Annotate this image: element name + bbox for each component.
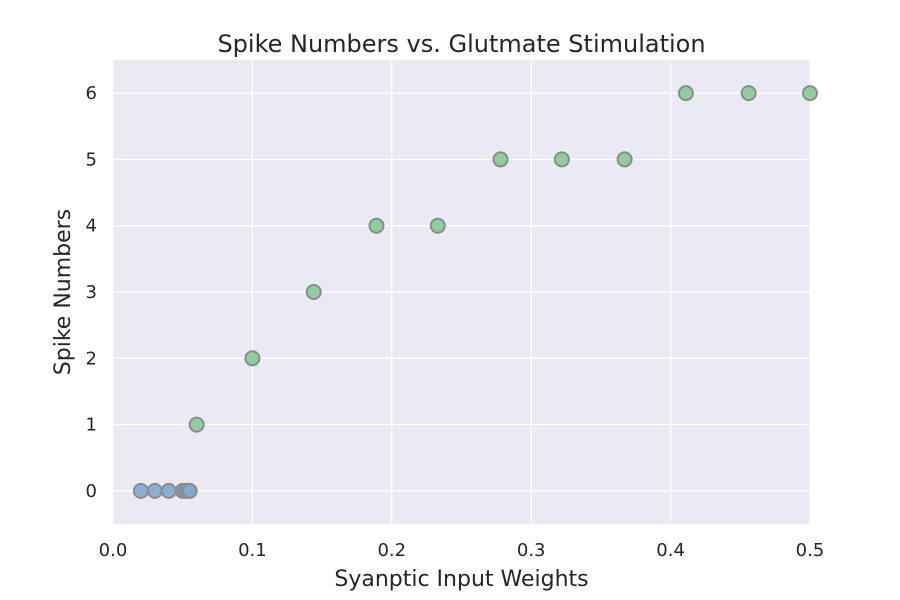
- data-point: [181, 482, 198, 499]
- x-tick-label: 0.2: [377, 540, 406, 561]
- x-axis-label: Syanptic Input Weights: [334, 567, 588, 592]
- y-tick-labels: 0 1 2 3 4 5 6: [86, 83, 97, 502]
- data-point: [677, 85, 694, 102]
- y-tick-label: 2: [86, 348, 97, 369]
- x-tick-label: 0.0: [99, 540, 128, 561]
- y-tick-label: 1: [86, 415, 97, 436]
- y-tick-label: 6: [86, 83, 97, 104]
- data-point: [492, 151, 509, 168]
- y-tick-label: 4: [86, 216, 97, 237]
- data-point: [160, 482, 177, 499]
- data-point: [740, 85, 757, 102]
- y-axis-label: Spike Numbers: [51, 209, 76, 375]
- y-tick-label: 3: [86, 282, 97, 303]
- data-point: [802, 85, 818, 102]
- x-tick-label: 0.1: [238, 540, 267, 561]
- x-tick-label: 0.4: [656, 540, 685, 561]
- data-point: [368, 217, 385, 234]
- data-point: [244, 350, 261, 367]
- y-tick-label: 0: [86, 481, 97, 502]
- grid-lines: [112, 60, 811, 524]
- data-point: [553, 151, 570, 168]
- chart-title: Spike Numbers vs. Glutmate Stimulation: [217, 30, 705, 58]
- x-tick-labels: 0.0 0.1 0.2 0.3 0.4 0.5: [99, 540, 825, 561]
- x-tick-label: 0.3: [517, 540, 546, 561]
- data-point: [305, 284, 322, 300]
- data-point: [429, 217, 446, 234]
- data-point: [132, 482, 149, 499]
- data-point: [188, 416, 205, 433]
- data-points: [132, 85, 818, 499]
- data-point: [616, 151, 633, 168]
- data-point: [146, 482, 163, 499]
- x-tick-label: 0.5: [796, 540, 825, 561]
- y-tick-label: 5: [86, 149, 97, 170]
